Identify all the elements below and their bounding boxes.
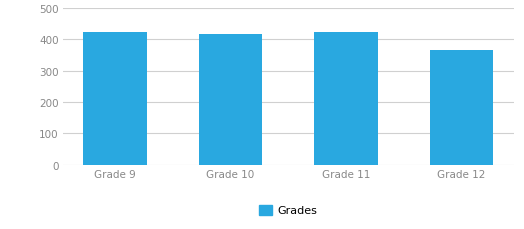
- Bar: [83, 33, 147, 165]
- Bar: [199, 35, 262, 165]
- Bar: [430, 51, 493, 165]
- Legend: Grades: Grades: [259, 205, 318, 215]
- Bar: [314, 33, 378, 165]
